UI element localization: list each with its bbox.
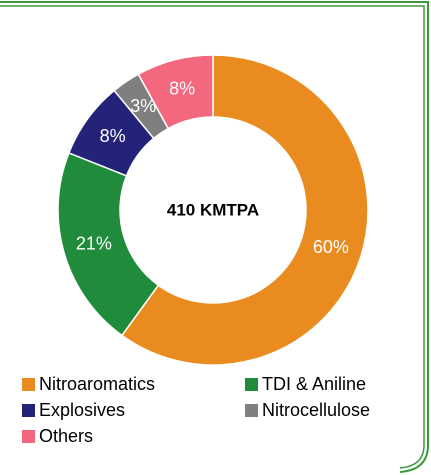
data-label: 8% — [169, 79, 195, 99]
legend-swatch — [22, 378, 35, 391]
frame-inner — [0, 5, 425, 469]
data-label: 8% — [100, 126, 126, 146]
legend-swatch — [245, 378, 258, 391]
data-label: 21% — [76, 233, 112, 253]
data-label: 60% — [313, 237, 349, 257]
legend-label: Nitroaromatics — [39, 374, 155, 394]
slice — [120, 54, 369, 366]
center-label: 410 KMTPA — [167, 200, 259, 219]
legend-swatch — [22, 430, 35, 443]
data-label: 3% — [130, 96, 156, 116]
legend-label: Explosives — [39, 400, 125, 420]
legend-label: TDI & Aniline — [262, 374, 366, 394]
slice — [137, 54, 214, 130]
legend-label: Nitrocellulose — [262, 400, 370, 420]
legend-swatch — [245, 404, 258, 417]
legend-label: Others — [39, 426, 93, 446]
legend-swatch — [22, 404, 35, 417]
